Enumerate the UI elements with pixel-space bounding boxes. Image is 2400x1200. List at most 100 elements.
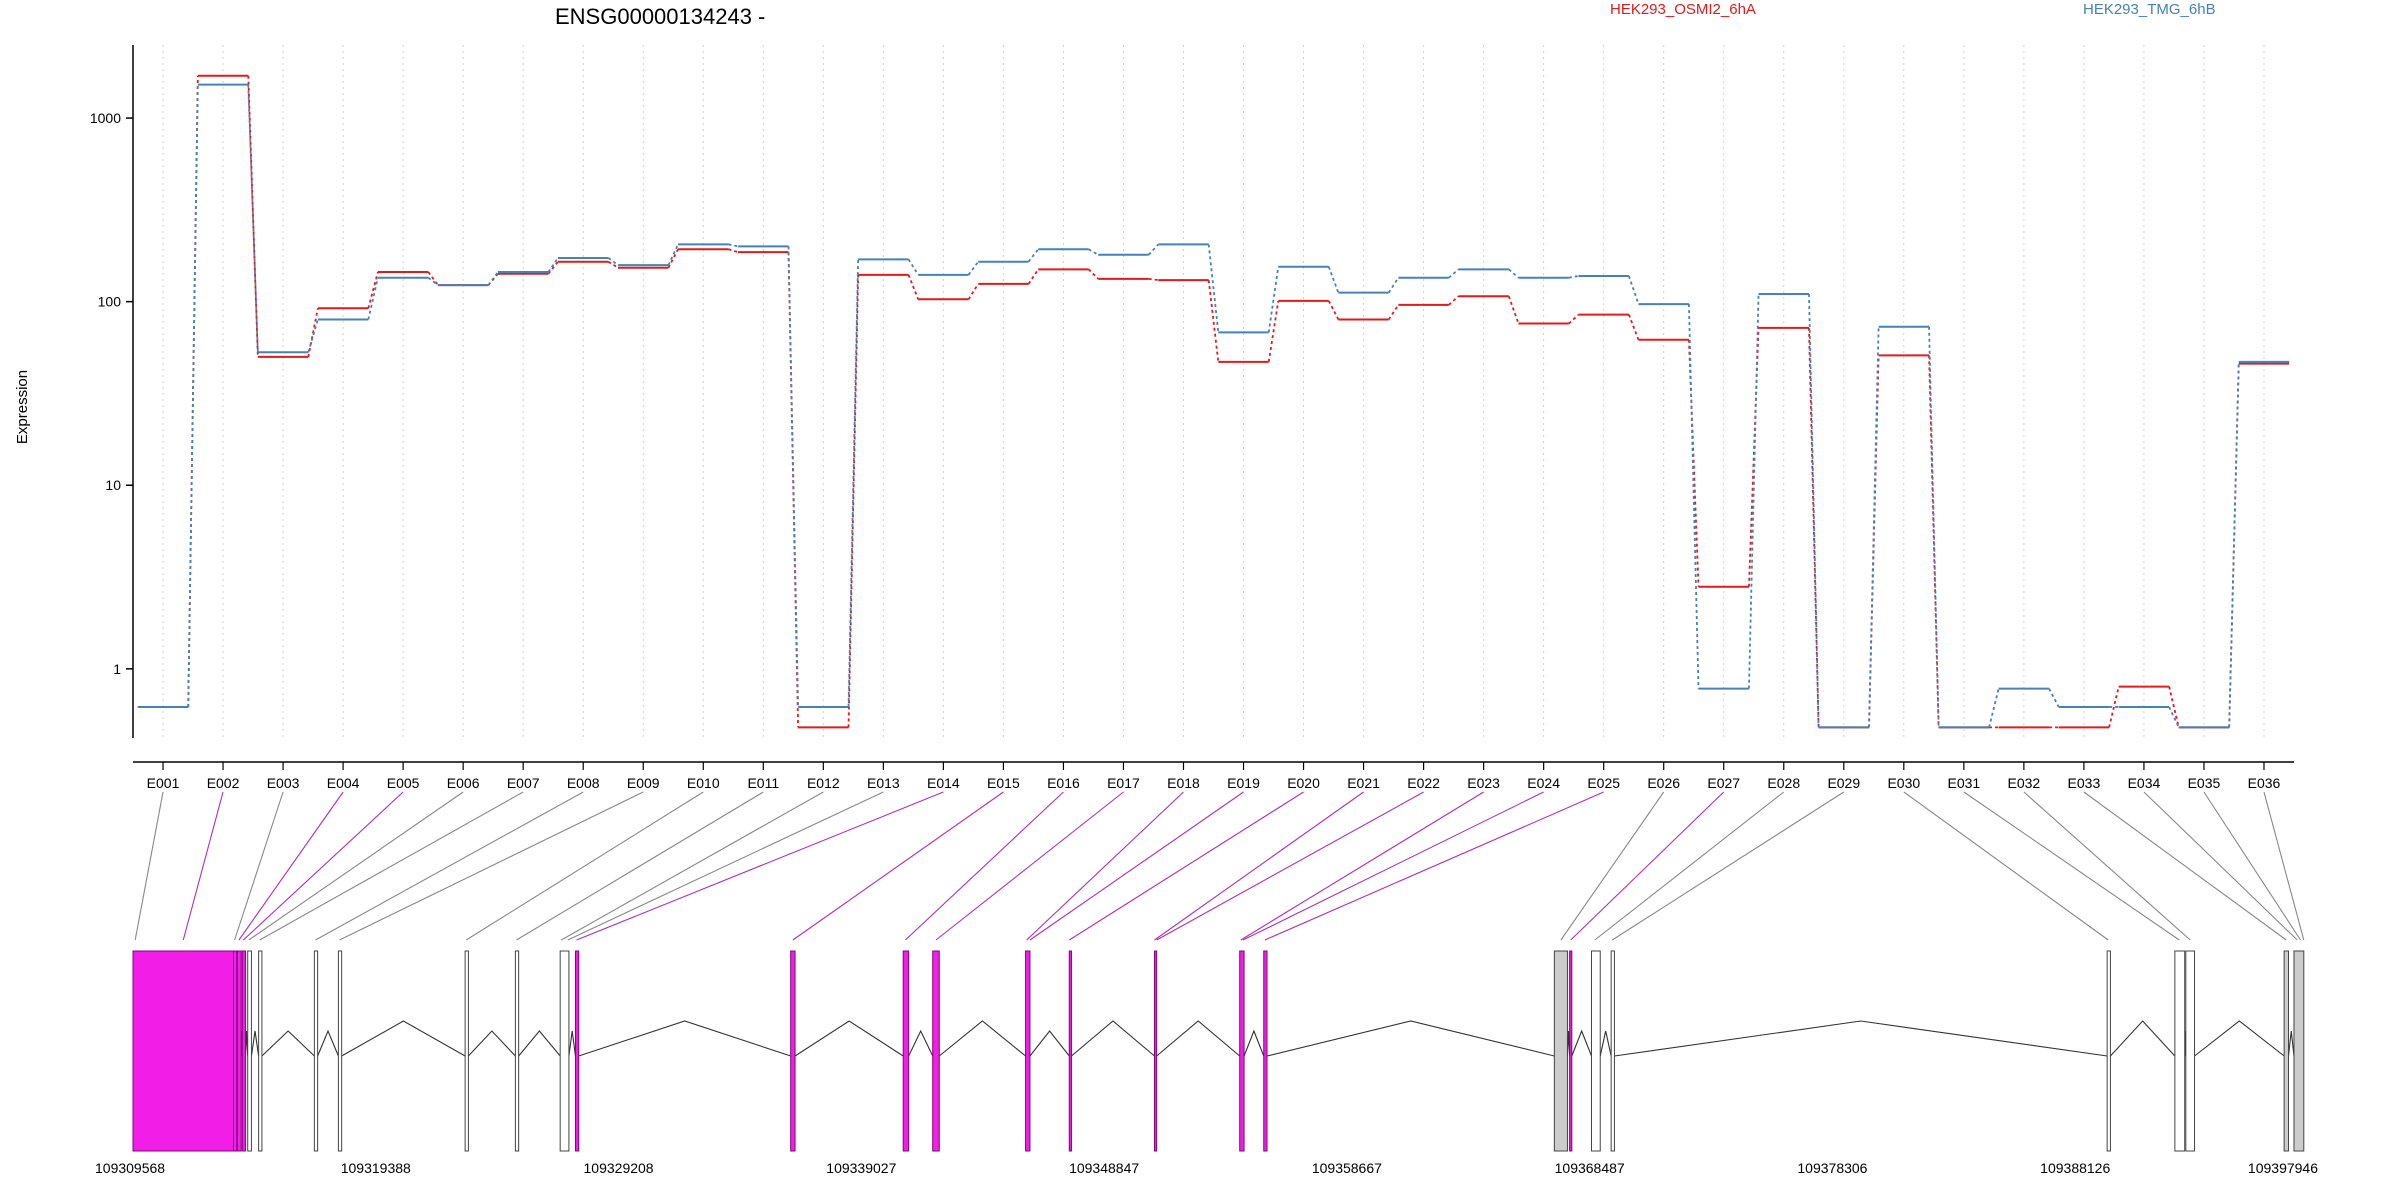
connector-e034 (2143, 791, 2298, 941)
intron-11 (568, 1030, 577, 1057)
series-1-connector-e020 (1327, 300, 1340, 320)
x-tick-label-e004: E004 (327, 775, 360, 791)
exon-box-10 (514, 950, 520, 1152)
intron-5 (250, 1030, 260, 1057)
intron-15 (938, 1020, 1026, 1057)
connector-e010 (465, 791, 704, 941)
series-1-connector-e027 (1748, 327, 1760, 587)
x-tick-label-e017: E017 (1107, 775, 1140, 791)
connector-e032 (2023, 791, 2191, 941)
connector-e027 (1570, 791, 1725, 941)
series-2-connector-e025 (1628, 275, 1640, 305)
x-tick-label-e015: E015 (987, 775, 1020, 791)
exon-box-26 (2174, 950, 2186, 1152)
series-2 (137, 83, 2290, 729)
x-tick-label-e031: E031 (1947, 775, 1980, 791)
exon-box-21 (1553, 950, 1568, 1152)
connector-e019 (1029, 791, 1244, 941)
exon-box-25 (2106, 950, 2111, 1152)
series-1-connector-e004 (367, 271, 379, 309)
series-2-connector-e011 (787, 246, 800, 707)
intron-20 (1266, 1020, 1555, 1057)
connector-e011 (516, 791, 764, 941)
x-tick-label-e001: E001 (147, 775, 180, 791)
legend-entry-osmi2: HEK293_OSMI2_6hA (1610, 1, 1756, 18)
connector-e003 (234, 791, 284, 941)
intron-17 (1071, 1020, 1155, 1057)
x-tick-label-e019: E019 (1227, 775, 1260, 791)
series-lines (137, 74, 2290, 729)
connector-e030 (1903, 791, 2109, 941)
x-tick-label-e026: E026 (1647, 775, 1680, 791)
series-1-connector-e008 (607, 260, 619, 269)
x-tick-label-e025: E025 (1587, 775, 1620, 791)
coordinate-label-6: 109358667 (1312, 1160, 1382, 1176)
series-2-connector-e030 (1928, 326, 1940, 728)
series-1-connector-e028 (1808, 327, 1820, 728)
coordinate-label-7: 109368487 (1555, 1160, 1625, 1176)
exon-box-27 (2185, 950, 2196, 1152)
connector-e016 (905, 791, 1064, 941)
coordinate-label-5: 109348847 (1069, 1160, 1139, 1176)
x-tick-label-e032: E032 (2008, 775, 2041, 791)
series-2-connector-e026 (1688, 304, 1700, 689)
intron-16 (1029, 1030, 1070, 1057)
series-1-connector-e018 (1207, 280, 1220, 362)
exon-box-4 (241, 950, 247, 1152)
connector-e006 (248, 791, 464, 941)
series-1-connector-e003 (307, 308, 319, 358)
y-axis-label: Expression (14, 370, 31, 444)
x-tick-label-e016: E016 (1047, 775, 1080, 791)
connector-e001 (134, 791, 164, 941)
x-tick-label-e027: E027 (1707, 775, 1740, 791)
coordinate-label-3: 109329208 (584, 1160, 654, 1176)
exon-box-14 (902, 950, 910, 1152)
exon-box-12 (574, 950, 580, 1152)
series-1-connector-e007 (547, 261, 559, 275)
intron-10 (518, 1030, 561, 1057)
exon-box-2 (233, 950, 238, 1152)
exon-box-15 (932, 950, 940, 1152)
connector-e012 (560, 791, 824, 941)
x-tick-label-e023: E023 (1467, 775, 1500, 791)
connector-e036 (2263, 791, 2305, 941)
exon-box-23 (1590, 950, 1601, 1152)
coordinate-label-4: 109339027 (826, 1160, 896, 1176)
connector-e022 (1156, 791, 1424, 941)
connector-e009 (339, 791, 644, 941)
series-2-connector-e010 (728, 243, 739, 248)
series-2-connector-e027 (1748, 294, 1760, 689)
series-1-connector-e014 (967, 283, 979, 300)
intron-27 (2194, 1020, 2285, 1057)
x-tick-label-e010: E010 (687, 775, 720, 791)
x-tick-label-e014: E014 (927, 775, 960, 791)
grid-lines (162, 45, 2265, 738)
axes: 1 10 100 1000 (90, 45, 2294, 763)
exon-box-28 (2283, 950, 2290, 1152)
x-tick-label-e003: E003 (267, 775, 300, 791)
series-1-connector-e034 (2168, 686, 2180, 728)
series-2-connector-e008 (607, 257, 619, 266)
x-tick-label-e006: E006 (447, 775, 480, 791)
connector-e023 (1240, 791, 1484, 941)
intron-24 (1614, 1020, 2108, 1057)
connector-e035 (2203, 791, 2301, 941)
x-tick-label-e029: E029 (1827, 775, 1860, 791)
connector-e004 (238, 791, 344, 941)
x-tick-label-e018: E018 (1167, 775, 1200, 791)
series-2-connector-e014 (967, 261, 979, 276)
connector-e013 (567, 791, 884, 941)
coordinate-label-8: 109378306 (1797, 1160, 1867, 1176)
connector-e031 (1963, 791, 2180, 941)
series-2-connector-e028 (1808, 294, 1820, 728)
series-2-connector-e004 (367, 277, 379, 320)
series-2-connector-e024 (1568, 275, 1579, 279)
series-2-connector-e023 (1508, 268, 1520, 279)
coordinate-label-2: 109319388 (341, 1160, 411, 1176)
series-2-connector-e020 (1327, 266, 1340, 293)
intron-19 (1243, 1029, 1265, 1057)
y-tick-label-100: 100 (98, 294, 122, 310)
connector-e021 (1154, 791, 1364, 941)
x-tick-label-e030: E030 (1887, 775, 1920, 791)
connector-e015 (792, 791, 1004, 941)
